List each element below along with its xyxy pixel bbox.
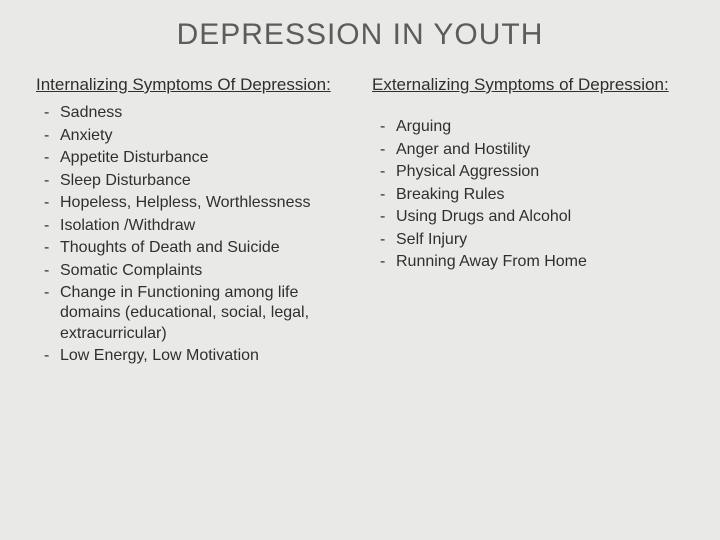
list-item: Self Injury (378, 230, 684, 250)
list-item: Breaking Rules (378, 185, 684, 205)
list-item: Physical Aggression (378, 162, 684, 182)
columns-container: Internalizing Symptoms Of Depression: Sa… (36, 74, 684, 369)
right-heading: Externalizing Symptoms of Depression: (372, 74, 684, 95)
list-item: Running Away From Home (378, 252, 684, 272)
list-item: Arguing (378, 117, 684, 137)
list-item: Appetite Disturbance (42, 148, 348, 168)
left-list: Sadness Anxiety Appetite Disturbance Sle… (36, 103, 348, 367)
right-column: Externalizing Symptoms of Depression: Ar… (372, 74, 684, 369)
list-item: Anxiety (42, 126, 348, 146)
right-list: Arguing Anger and Hostility Physical Agg… (372, 117, 684, 272)
list-item: Isolation /Withdraw (42, 216, 348, 236)
left-column: Internalizing Symptoms Of Depression: Sa… (36, 74, 348, 369)
list-item: Thoughts of Death and Suicide (42, 238, 348, 258)
list-item: Using Drugs and Alcohol (378, 207, 684, 227)
list-item: Somatic Complaints (42, 261, 348, 281)
left-heading: Internalizing Symptoms Of Depression: (36, 74, 348, 95)
slide-title: DEPRESSION IN YOUTH (36, 18, 684, 52)
list-item: Change in Functioning among life domains… (42, 283, 348, 344)
list-item: Anger and Hostility (378, 140, 684, 160)
list-item: Sadness (42, 103, 348, 123)
list-item: Low Energy, Low Motivation (42, 346, 348, 366)
list-item: Hopeless, Helpless, Worthlessness (42, 193, 348, 213)
slide: DEPRESSION IN YOUTH Internalizing Sympto… (0, 0, 720, 540)
list-item: Sleep Disturbance (42, 171, 348, 191)
